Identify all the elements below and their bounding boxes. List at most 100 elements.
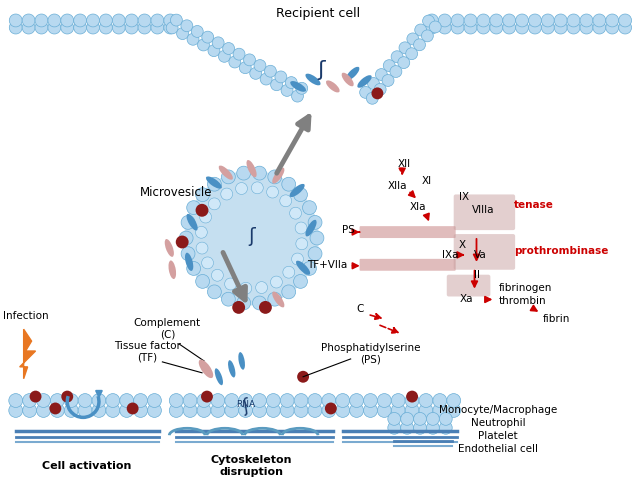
Circle shape bbox=[281, 404, 294, 417]
Circle shape bbox=[208, 198, 220, 210]
Text: TF+VIIa: TF+VIIa bbox=[307, 260, 348, 270]
Circle shape bbox=[211, 393, 225, 408]
Text: XI: XI bbox=[422, 176, 432, 185]
Circle shape bbox=[422, 15, 435, 27]
Circle shape bbox=[297, 371, 309, 383]
Circle shape bbox=[580, 14, 593, 27]
Circle shape bbox=[35, 14, 48, 27]
Text: ʃ: ʃ bbox=[248, 227, 255, 245]
Circle shape bbox=[251, 182, 263, 194]
Circle shape bbox=[148, 404, 162, 417]
Circle shape bbox=[127, 403, 139, 414]
Circle shape bbox=[366, 92, 378, 104]
Circle shape bbox=[138, 21, 151, 34]
Circle shape bbox=[282, 285, 296, 299]
Circle shape bbox=[10, 21, 22, 34]
Text: thrombin: thrombin bbox=[498, 297, 546, 306]
Ellipse shape bbox=[185, 253, 193, 271]
Text: C: C bbox=[357, 304, 364, 315]
Circle shape bbox=[593, 14, 606, 27]
Circle shape bbox=[92, 404, 106, 417]
Circle shape bbox=[364, 404, 378, 417]
Circle shape bbox=[106, 404, 119, 417]
Circle shape bbox=[407, 33, 419, 45]
Text: Recipient cell: Recipient cell bbox=[276, 7, 360, 20]
Circle shape bbox=[256, 282, 268, 293]
Circle shape bbox=[239, 404, 252, 417]
Text: Endothelial cell: Endothelial cell bbox=[458, 444, 538, 454]
Circle shape bbox=[196, 242, 208, 254]
Circle shape bbox=[265, 65, 276, 77]
Circle shape bbox=[164, 21, 177, 34]
Circle shape bbox=[164, 14, 177, 27]
Text: Complement
(C): Complement (C) bbox=[134, 318, 201, 340]
Circle shape bbox=[236, 166, 250, 180]
Circle shape bbox=[371, 88, 383, 99]
Circle shape bbox=[125, 21, 138, 34]
Circle shape bbox=[429, 21, 441, 33]
Circle shape bbox=[187, 33, 199, 45]
Circle shape bbox=[252, 166, 266, 180]
Circle shape bbox=[36, 393, 50, 408]
Text: II: II bbox=[473, 270, 479, 280]
Ellipse shape bbox=[165, 239, 174, 257]
Circle shape bbox=[382, 75, 394, 87]
Circle shape bbox=[112, 21, 125, 34]
Circle shape bbox=[36, 404, 50, 417]
Circle shape bbox=[212, 269, 224, 281]
Circle shape bbox=[100, 21, 112, 34]
Circle shape bbox=[295, 222, 307, 234]
Circle shape bbox=[619, 21, 631, 34]
Ellipse shape bbox=[215, 368, 223, 385]
Circle shape bbox=[464, 21, 477, 34]
Circle shape bbox=[187, 261, 201, 275]
Circle shape bbox=[308, 393, 322, 408]
FancyBboxPatch shape bbox=[454, 234, 515, 270]
Ellipse shape bbox=[290, 81, 306, 92]
Circle shape bbox=[296, 82, 308, 94]
Circle shape bbox=[413, 412, 426, 425]
Circle shape bbox=[183, 404, 197, 417]
Text: X: X bbox=[459, 240, 466, 250]
Circle shape bbox=[78, 393, 92, 408]
Text: prothrombinase: prothrombinase bbox=[514, 246, 608, 256]
Text: Cell activation: Cell activation bbox=[42, 461, 132, 471]
Circle shape bbox=[503, 14, 516, 27]
Text: RNA: RNA bbox=[236, 400, 255, 408]
Text: Microvesicle: Microvesicle bbox=[140, 186, 213, 199]
Circle shape bbox=[528, 21, 541, 34]
Circle shape bbox=[433, 404, 447, 417]
Circle shape bbox=[419, 393, 433, 408]
Circle shape bbox=[438, 14, 451, 27]
Circle shape bbox=[119, 393, 134, 408]
Circle shape bbox=[252, 404, 266, 417]
Circle shape bbox=[202, 31, 213, 43]
Text: ʃ: ʃ bbox=[241, 397, 250, 416]
Circle shape bbox=[112, 14, 125, 27]
Circle shape bbox=[406, 48, 418, 60]
Ellipse shape bbox=[247, 160, 257, 177]
Circle shape bbox=[422, 30, 433, 42]
Ellipse shape bbox=[305, 220, 316, 237]
Circle shape bbox=[308, 215, 322, 229]
Text: Va: Va bbox=[473, 250, 486, 260]
Circle shape bbox=[516, 14, 528, 27]
Circle shape bbox=[374, 83, 386, 95]
Circle shape bbox=[291, 253, 304, 265]
Circle shape bbox=[151, 21, 164, 34]
Circle shape bbox=[308, 404, 322, 417]
Circle shape bbox=[388, 412, 401, 425]
Circle shape bbox=[310, 231, 324, 245]
Circle shape bbox=[22, 14, 35, 27]
Circle shape bbox=[196, 227, 207, 238]
Circle shape bbox=[191, 26, 203, 37]
Text: tenase: tenase bbox=[514, 200, 554, 211]
Circle shape bbox=[413, 422, 426, 434]
Circle shape bbox=[398, 57, 410, 69]
Circle shape bbox=[73, 14, 86, 27]
Circle shape bbox=[176, 236, 189, 248]
Circle shape bbox=[259, 301, 272, 314]
Circle shape bbox=[567, 14, 580, 27]
Circle shape bbox=[171, 14, 182, 26]
Circle shape bbox=[440, 412, 452, 425]
